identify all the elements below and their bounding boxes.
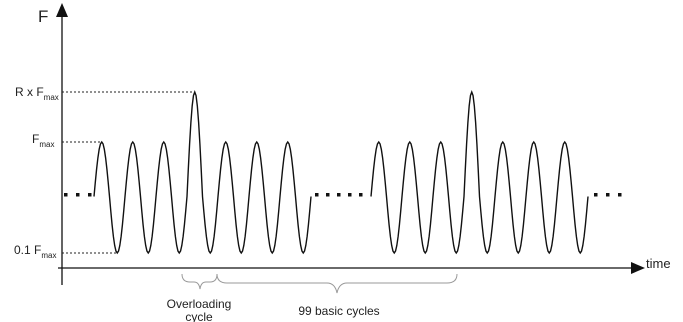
overloading-cycle-brace	[181, 273, 218, 290]
min-level-prefix: 0.1 F	[14, 243, 41, 257]
min-level-sub: max	[41, 251, 56, 260]
overload-level-prefix: R x F	[15, 85, 44, 99]
x-axis-arrow	[631, 262, 645, 274]
x-axis-label: time	[646, 256, 671, 271]
overloading-cycle-label: Overloading	[167, 297, 232, 311]
max-level-label: Fmax	[32, 132, 54, 149]
ellipsis-dots-right	[594, 193, 622, 197]
y-axis-label: F	[38, 7, 48, 26]
min-level-label: 0.1 Fmax	[14, 243, 56, 260]
waveform-segment-1	[93, 89, 312, 255]
max-level-prefix: F	[32, 132, 39, 146]
overload-level-sub: max	[44, 93, 59, 102]
waveform-segment-2	[370, 89, 589, 255]
basic-cycles-label: 99 basic cycles	[298, 304, 379, 318]
y-axis-arrow	[56, 3, 68, 17]
basic-cycles-brace	[216, 273, 458, 294]
overload-level-label: R x Fmax	[15, 85, 59, 102]
ellipsis-dots-left	[64, 193, 92, 197]
overloading-cycle-label-line2: cycle	[185, 310, 213, 322]
max-level-sub: max	[39, 140, 54, 149]
ellipsis-dots-middle	[315, 193, 363, 197]
